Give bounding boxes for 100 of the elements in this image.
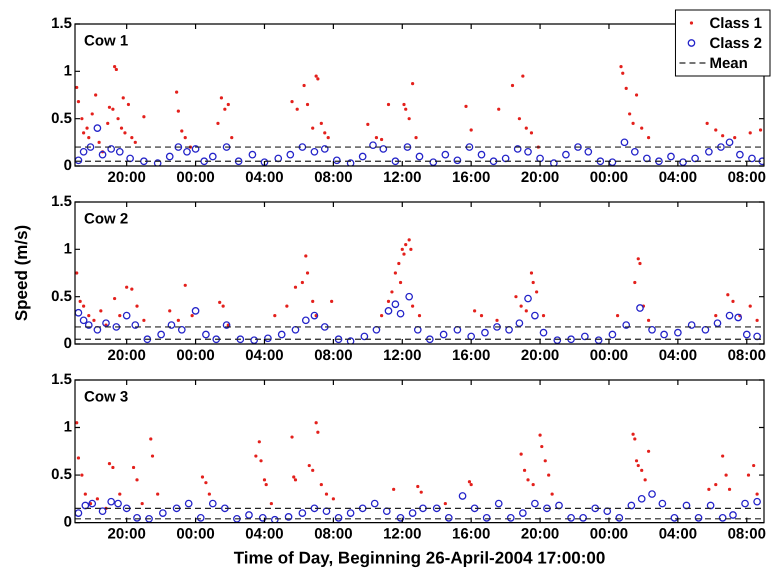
point <box>419 504 427 512</box>
point <box>470 504 478 512</box>
x-tick-label: 04:00 <box>658 526 698 543</box>
x-tick-label: 04:00 <box>245 169 284 186</box>
x-tick-label: 08:00 <box>314 347 353 364</box>
point <box>258 514 267 522</box>
point <box>172 504 180 512</box>
x-tick-label: 08:00 <box>314 169 353 186</box>
point <box>233 514 241 523</box>
point <box>310 504 318 512</box>
x-tick-label: 00:00 <box>590 169 628 186</box>
point <box>208 500 217 508</box>
point <box>682 502 690 510</box>
point <box>75 509 82 517</box>
x-tick-label: 00:00 <box>176 347 215 364</box>
point <box>603 507 612 516</box>
x-tick-label: 16:00 <box>452 347 490 364</box>
point <box>114 500 122 508</box>
point <box>322 507 330 516</box>
x-tick-label: 00:00 <box>590 347 628 364</box>
point <box>519 509 527 517</box>
y-tick-label: 0.5 <box>51 110 72 127</box>
x-tick-label: 00:00 <box>176 169 215 186</box>
x-tick-label: 16:00 <box>452 169 490 186</box>
x-axis-title: Time of Day, Beginning 26-April-2004 17:00:00 <box>234 548 606 568</box>
point <box>122 504 131 512</box>
y-tick-label: 0 <box>64 335 72 352</box>
point <box>98 507 106 516</box>
point <box>284 513 292 521</box>
text: Cow 2 <box>84 210 128 228</box>
point <box>628 502 636 510</box>
y-axis-title: Speed (m/s) <box>12 224 31 322</box>
point <box>658 500 666 508</box>
point <box>358 504 367 512</box>
point <box>196 514 205 522</box>
point <box>494 500 503 508</box>
point <box>648 490 656 498</box>
point <box>694 514 702 522</box>
x-tick-label: 04:00 <box>658 169 698 186</box>
point <box>543 504 551 512</box>
x-tick-label: 00:00 <box>590 526 628 543</box>
x-tick-label: 20:00 <box>520 526 560 543</box>
point <box>729 511 737 519</box>
text: Cow 3 <box>84 388 128 406</box>
point <box>753 498 761 506</box>
point <box>88 500 96 508</box>
y-tick-label: 1.5 <box>51 15 72 32</box>
point <box>615 514 624 522</box>
legend-label: Mean <box>709 55 748 72</box>
point <box>408 509 416 517</box>
x-tick-label: 16:00 <box>452 526 490 543</box>
y-tick-label: 1 <box>64 62 72 80</box>
point <box>298 509 306 517</box>
point <box>133 514 141 522</box>
x-tick-label: 20:00 <box>520 169 560 186</box>
point <box>567 514 575 522</box>
point <box>107 498 116 506</box>
x-tick-label: 20:00 <box>520 347 560 364</box>
x-tick-label: 08:00 <box>728 526 766 543</box>
point <box>741 500 749 508</box>
point <box>346 509 354 517</box>
point <box>221 504 229 512</box>
x-tick-label: 08:00 <box>728 347 766 364</box>
point <box>444 514 453 522</box>
text: Cow 1 <box>84 32 128 50</box>
point <box>706 502 714 510</box>
point <box>334 514 342 522</box>
y-tick-label: 1.5 <box>51 193 72 210</box>
y-tick-label: 0 <box>64 157 72 174</box>
x-tick-label: 08:00 <box>728 169 766 186</box>
point <box>396 514 404 522</box>
x-tick-label: 00:00 <box>176 526 215 543</box>
point <box>370 500 379 508</box>
point <box>638 494 646 503</box>
point <box>670 514 678 522</box>
point <box>591 504 600 512</box>
legend-label: Class 2 <box>709 35 762 52</box>
point <box>506 514 515 522</box>
x-tick-label: 20:00 <box>107 347 146 364</box>
y-tick-label: 0 <box>64 514 72 531</box>
x-tick-label: 04:00 <box>245 526 284 543</box>
x-tick-label: 12:00 <box>383 169 422 186</box>
y-tick-label: 1 <box>64 240 72 258</box>
point <box>184 500 193 508</box>
point <box>458 492 466 500</box>
y-tick-label: 0.5 <box>51 288 72 305</box>
point <box>555 502 563 510</box>
legend-label: Class 1 <box>709 15 762 32</box>
point <box>145 514 153 523</box>
x-tick-label: 08:00 <box>314 526 353 543</box>
x-tick-label: 20:00 <box>107 526 146 543</box>
x-tick-label: 12:00 <box>383 347 422 364</box>
point <box>482 514 491 522</box>
point <box>432 504 441 512</box>
x-tick-label: 04:00 <box>658 347 698 364</box>
point <box>718 514 727 522</box>
point <box>382 507 391 516</box>
y-tick-label: 0.5 <box>51 466 72 484</box>
x-tick-label: 12:00 <box>383 526 422 543</box>
point <box>159 509 167 517</box>
